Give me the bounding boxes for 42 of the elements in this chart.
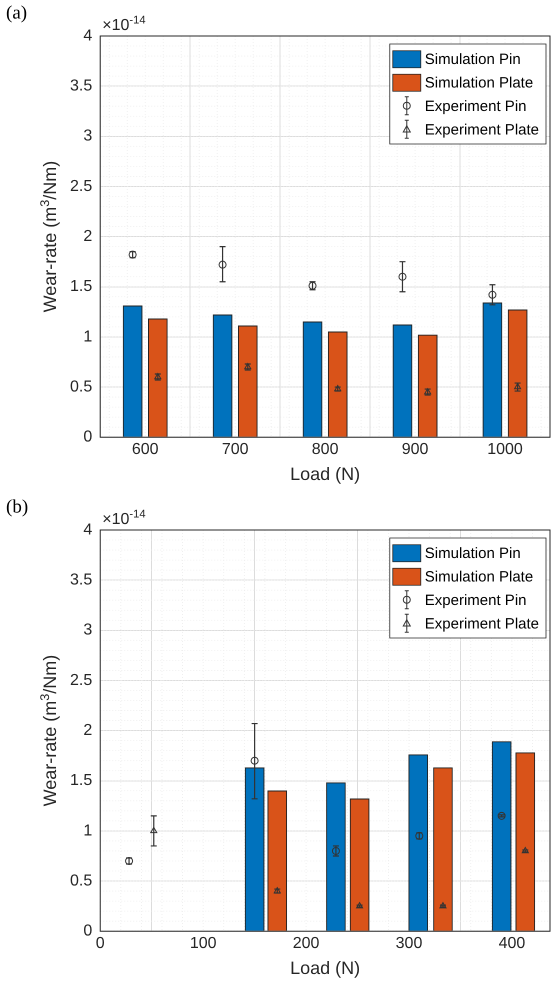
chart-title: (a) — [6, 2, 28, 24]
x-tick-label: 900 — [402, 441, 429, 458]
y-tick-label: 0 — [83, 428, 92, 446]
y-tick-label: 3 — [83, 128, 92, 145]
y-tick-label: 2 — [83, 722, 92, 740]
y-tick-label: 2 — [83, 228, 92, 246]
legend-label: Experiment Plate — [424, 121, 540, 138]
x-axis-title: Load (N) — [290, 464, 360, 484]
legend-label: Experiment Pin — [424, 592, 526, 609]
x-tick-label: 800 — [312, 441, 339, 458]
legend-label: Experiment Pin — [424, 98, 526, 115]
legend-label: Simulation Pin — [424, 50, 521, 68]
y-tick-label: 1.5 — [70, 772, 92, 790]
y-tick-label: 3.5 — [70, 78, 92, 95]
legend-label: Simulation Plate — [424, 74, 534, 92]
x-tick-label: 300 — [396, 935, 422, 952]
y-axis-title: Wear-rate (m3/Nm) — [38, 654, 60, 806]
y-tick-label: 1.5 — [70, 278, 92, 296]
y-tick-label: 2.5 — [70, 672, 92, 689]
y-tick-label: 1 — [83, 328, 92, 346]
x-tick-label: 400 — [498, 935, 526, 952]
y-tick-label: 0.5 — [70, 872, 92, 890]
y-tick-label: 0 — [83, 922, 92, 940]
x-axis-title: Load (N) — [290, 958, 360, 978]
x-tick-label: 100 — [190, 935, 217, 952]
y-tick-label: 3 — [83, 622, 92, 639]
y-tick-label: 3.5 — [70, 572, 92, 589]
y-tick-label: 4 — [83, 521, 92, 538]
x-tick-label: 200 — [292, 935, 320, 952]
y-axis-title: Wear-rate (m3/Nm) — [38, 160, 60, 312]
chart-title: (b) — [6, 496, 28, 518]
legend-label: Simulation Pin — [424, 544, 521, 562]
x-tick-label: 1000 — [487, 441, 523, 458]
x-tick-label: 600 — [132, 441, 159, 458]
legend-label: Simulation Plate — [424, 568, 534, 586]
y-tick-label: 2.5 — [70, 178, 92, 195]
y-tick-label: 0.5 — [70, 378, 92, 396]
y-tick-label: 4 — [83, 27, 92, 44]
y-tick-label: 1 — [83, 822, 92, 840]
legend-label: Experiment Plate — [424, 615, 540, 632]
x-tick-label: 0 — [96, 935, 105, 952]
x-tick-label: 700 — [222, 441, 249, 458]
